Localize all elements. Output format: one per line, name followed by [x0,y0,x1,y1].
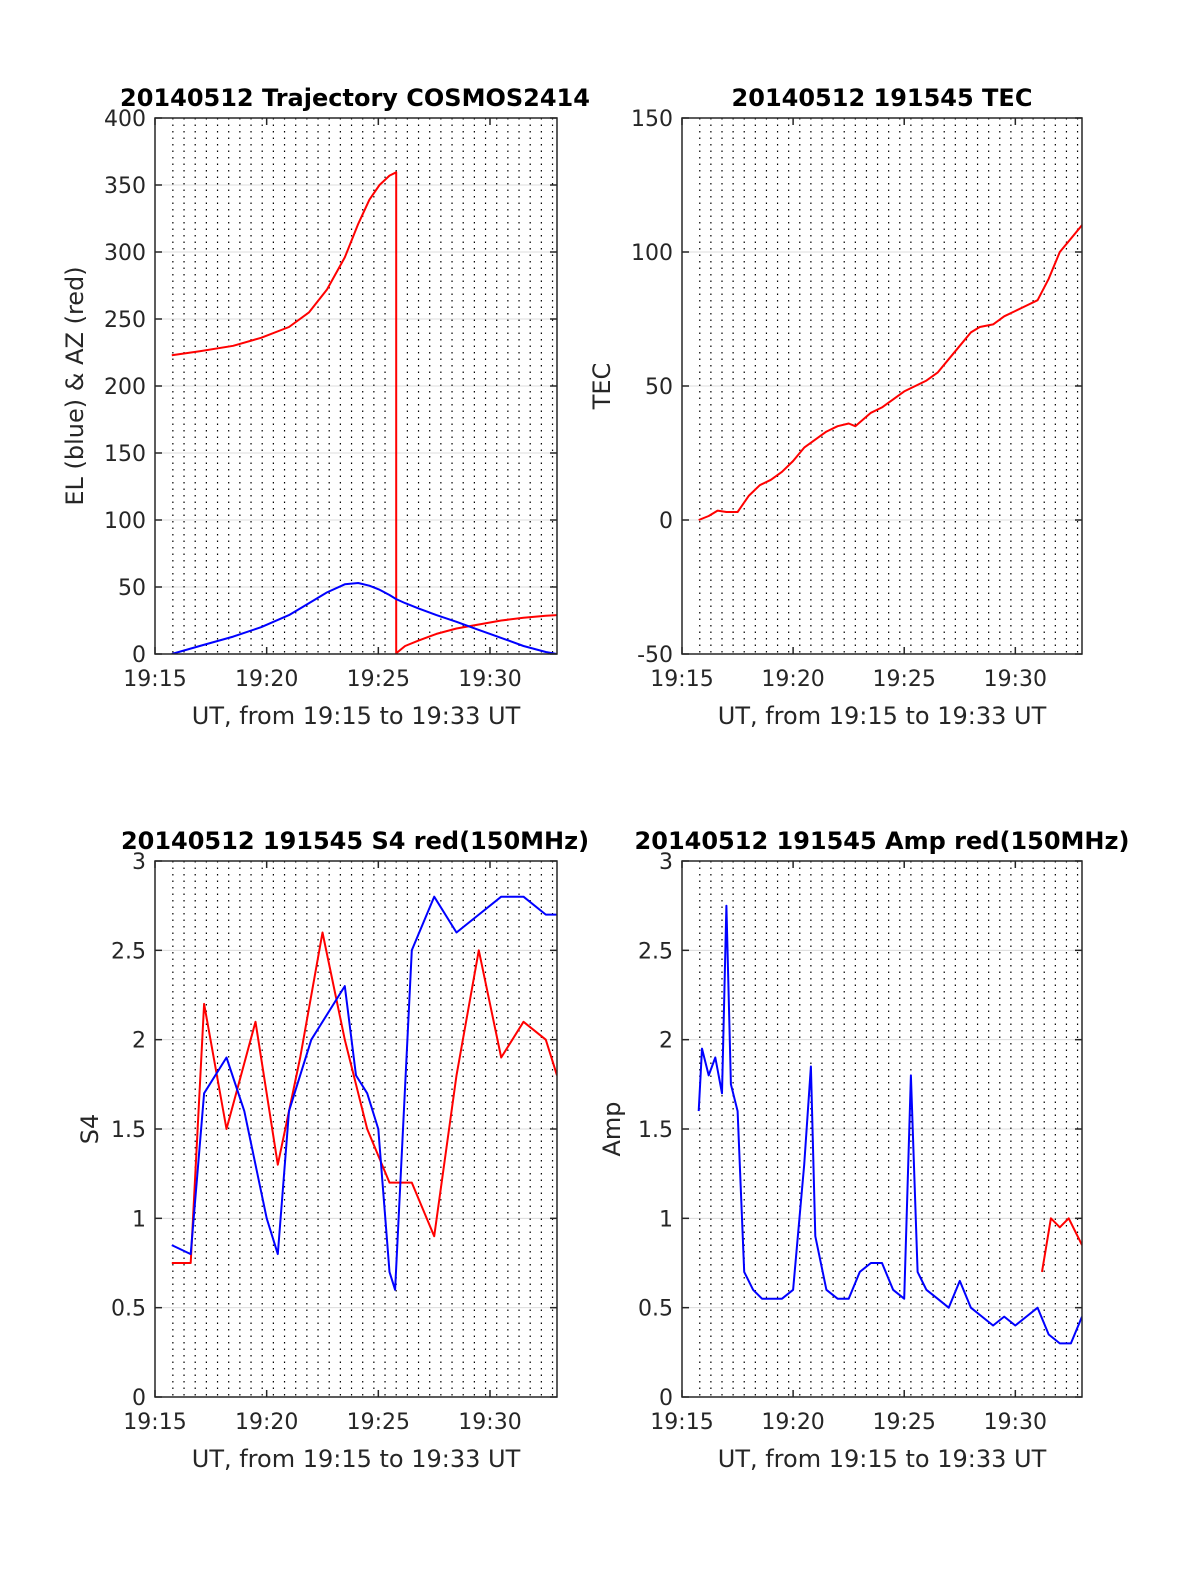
x-tick-label-1: 19:20 [761,667,824,692]
y-tick-label-2: 50 [645,375,673,400]
x-tick-label-1: 19:20 [235,667,298,692]
series-line-0 [698,224,1082,521]
x-axis-label: UT, from 19:15 to 19:33 UT [718,702,1047,730]
y-tick-label-1: 0.5 [638,1297,673,1322]
y-tick-label-6: 3 [659,850,673,875]
chart-s4: 19:15 19:20 19:25 19:30 0 0.5 1 1.5 2 2.5 3 UT, fro… [76,827,589,1473]
x-tick-label-2: 19:25 [347,1410,410,1435]
y-tick-label-6: 300 [104,241,146,266]
series-line-0 [1041,1217,1082,1273]
y-tick-label-2: 100 [104,509,146,534]
y-tick-label-4: 150 [631,107,673,132]
plot-title: 20140512 191545 S4 red(150MHz) [121,827,589,855]
x-tick-label-0: 19:15 [650,1410,713,1435]
y-tick-label-2: 1 [132,1207,146,1232]
y-tick-label-5: 2.5 [638,939,673,964]
y-tick-label-5: 250 [104,308,146,333]
y-tick-label-3: 100 [631,241,673,266]
y-tick-label-0: 0 [132,643,146,668]
x-axis-label: UT, from 19:15 to 19:33 UT [192,1445,521,1473]
x-tick-label-0: 19:15 [650,667,713,692]
y-tick-label-0: 0 [659,1386,673,1411]
x-tick-label-1: 19:20 [761,1410,824,1435]
y-tick-label-0: 0 [132,1386,146,1411]
x-tick-label-2: 19:25 [347,667,410,692]
plot-title: 20140512 Trajectory COSMOS2414 [120,84,590,112]
y-tick-label-8: 400 [104,107,146,132]
y-axis-label: S4 [76,1114,104,1145]
x-tick-label-3: 19:30 [984,667,1047,692]
series-line-1 [171,895,557,1291]
y-tick-label-4: 2 [132,1029,146,1054]
x-tick-label-3: 19:30 [984,1410,1047,1435]
x-tick-label-2: 19:25 [873,667,936,692]
y-tick-label-1: 0 [659,509,673,534]
x-tick-label-0: 19:15 [123,667,186,692]
y-tick-label-3: 150 [104,442,146,467]
x-axis-label: UT, from 19:15 to 19:33 UT [192,702,521,730]
y-tick-label-3: 1.5 [638,1118,673,1143]
y-tick-label-5: 2.5 [111,939,146,964]
y-tick-label-4: 2 [659,1029,673,1054]
series-line-0 [171,931,557,1264]
x-tick-label-0: 19:15 [123,1410,186,1435]
y-axis-label: EL (blue) & AZ (red) [61,266,89,505]
plot-title: 20140512 191545 TEC [732,84,1033,112]
chart-amp: 19:15 19:20 19:25 19:30 0 0.5 1 1.5 2 2.5 3 UT, fro… [598,827,1129,1473]
x-tick-label-2: 19:25 [873,1410,936,1435]
y-tick-label-0: -50 [637,643,673,668]
chart-trajectory: 19:15 19:20 19:25 19:30 0 50 100 150 200 250 300 35… [61,84,590,730]
series-line-1 [697,904,1082,1345]
y-tick-label-3: 1.5 [111,1118,146,1143]
y-tick-label-1: 50 [118,576,146,601]
y-tick-label-2: 1 [659,1207,673,1232]
x-tick-label-3: 19:30 [458,1410,521,1435]
y-axis-label: TEC [588,363,616,411]
y-tick-label-7: 350 [104,174,146,199]
series-line-0 [171,171,557,654]
y-tick-label-6: 3 [132,850,146,875]
y-axis-label: Amp [598,1101,626,1156]
plot-title: 20140512 191545 Amp red(150MHz) [635,827,1130,855]
series-line-1 [171,582,557,654]
chart-tec: 19:15 19:20 19:25 19:30 -50 0 50 100 150 UT, from… [588,84,1083,730]
y-tick-label-1: 0.5 [111,1297,146,1322]
x-axis-label: UT, from 19:15 to 19:33 UT [718,1445,1047,1473]
y-tick-label-4: 200 [104,375,146,400]
x-tick-label-1: 19:20 [235,1410,298,1435]
x-tick-label-3: 19:30 [458,667,521,692]
